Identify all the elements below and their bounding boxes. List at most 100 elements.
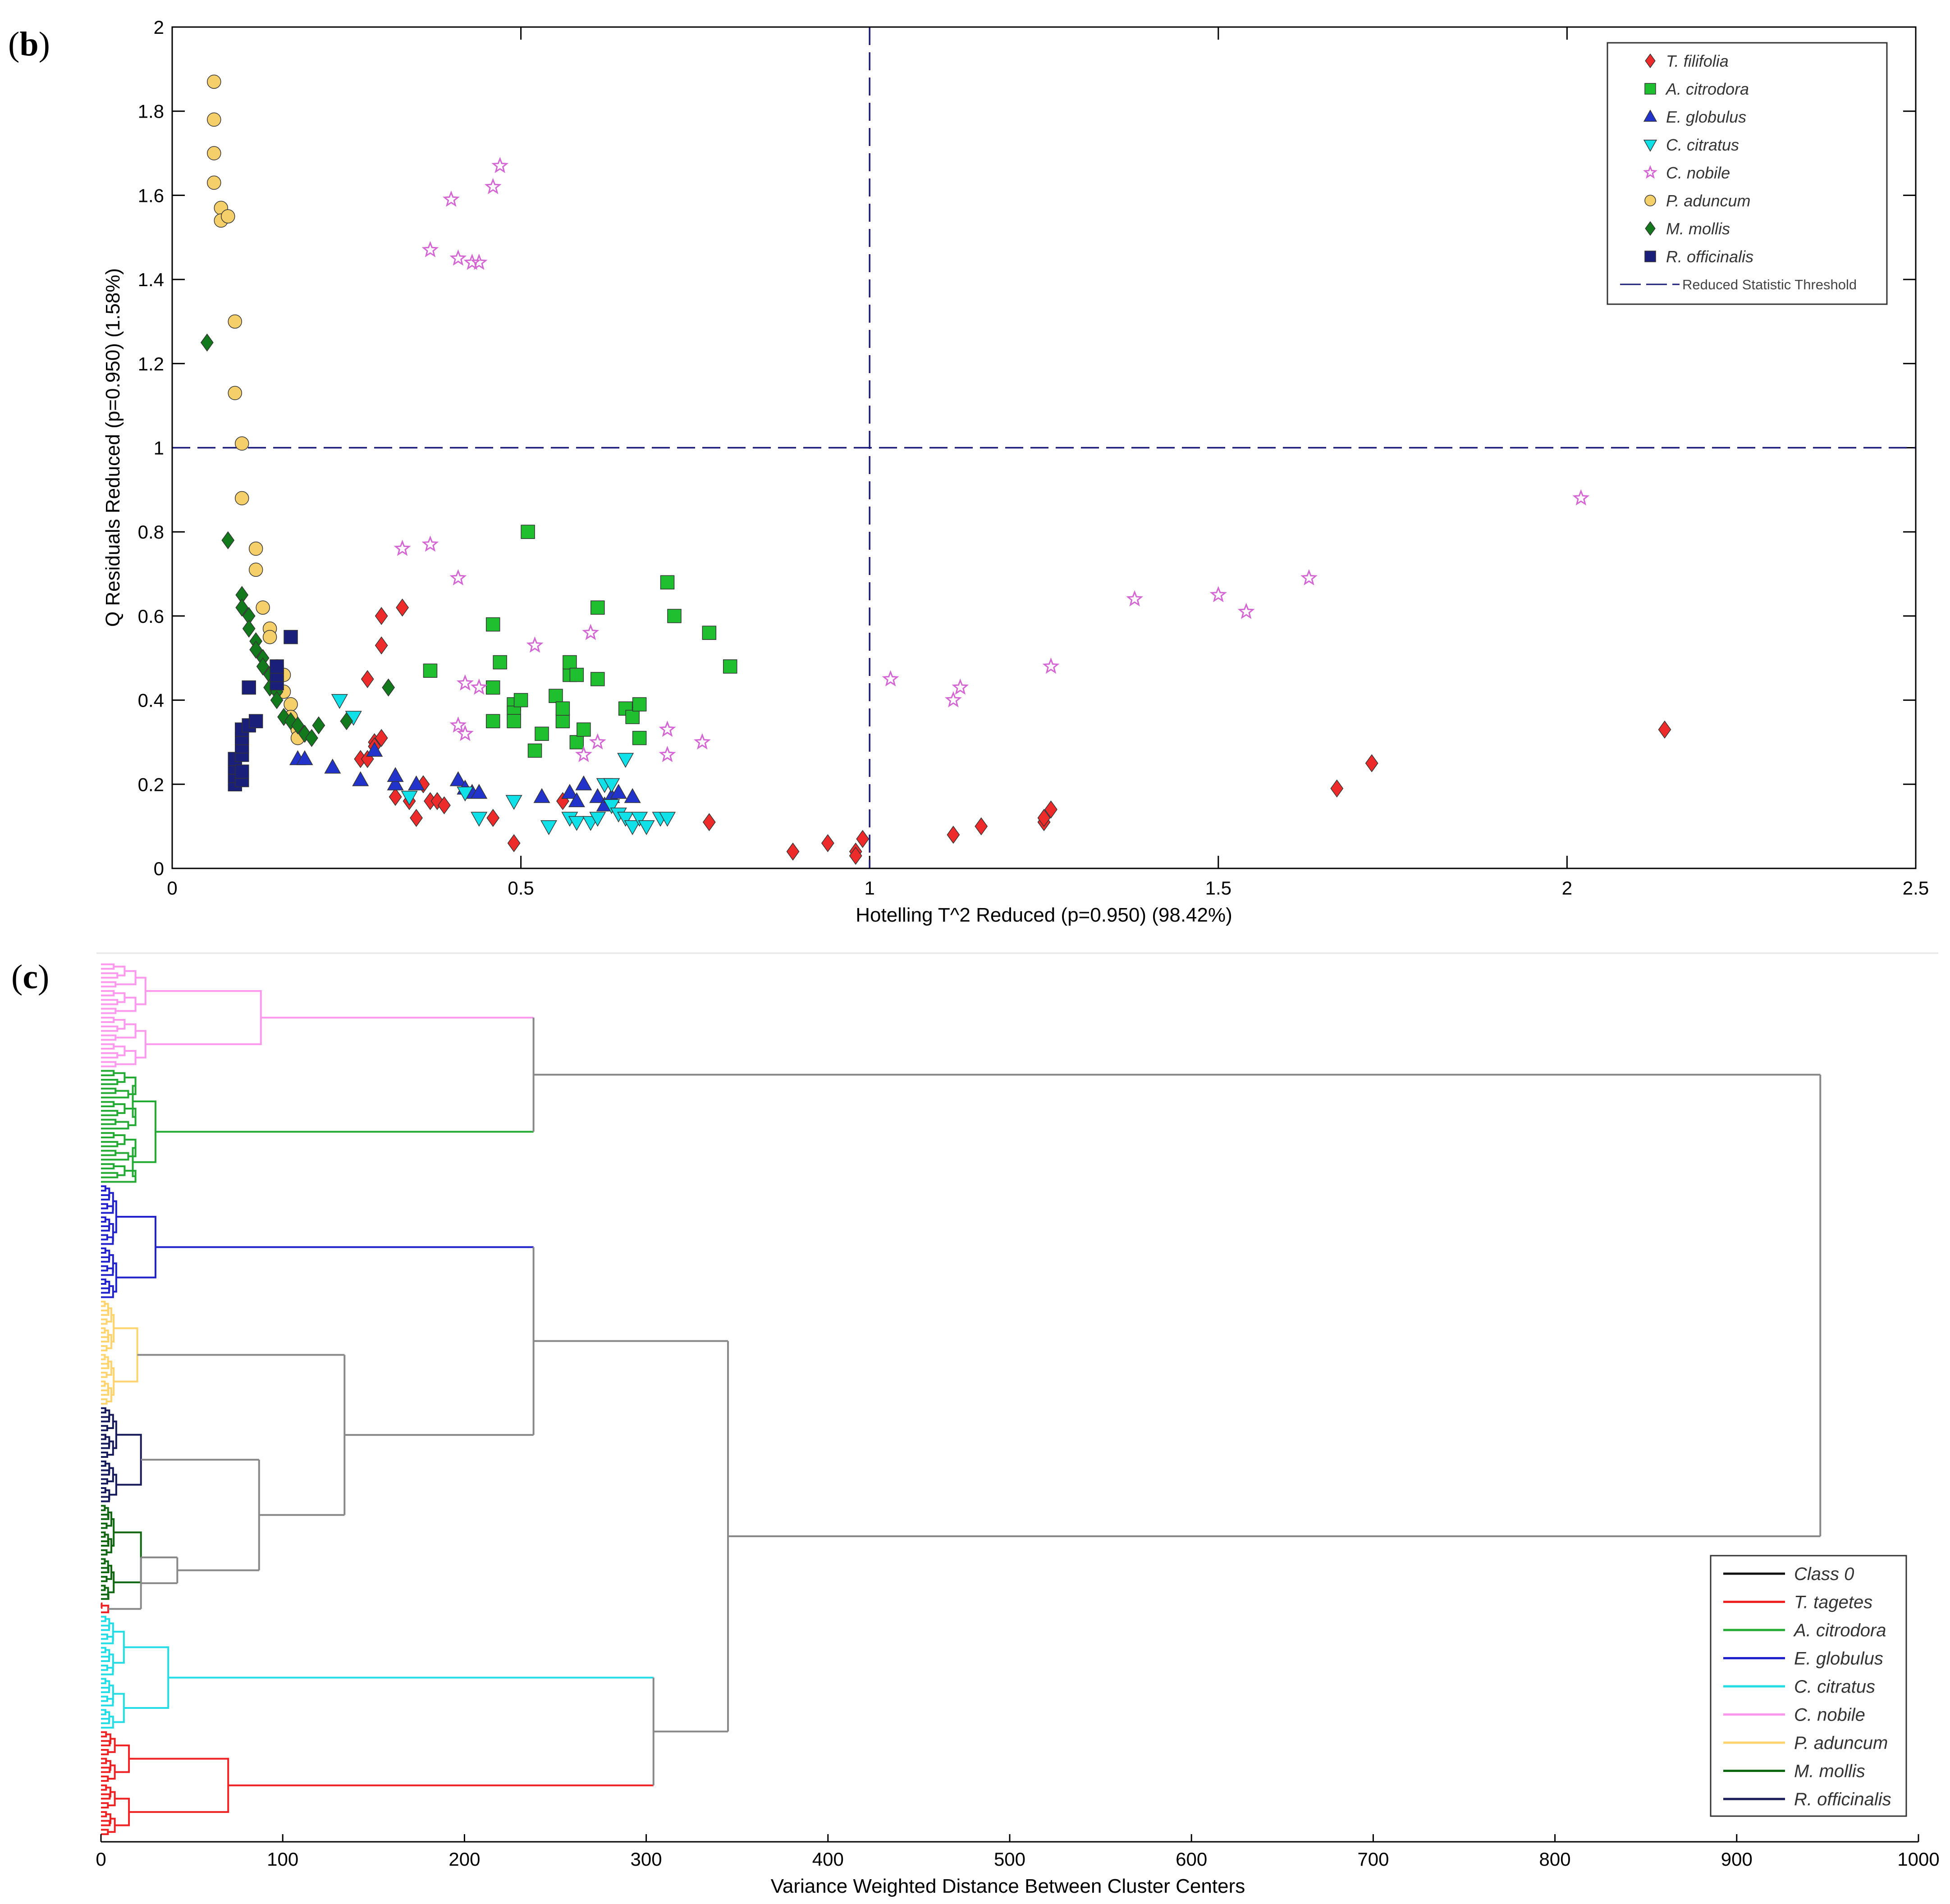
link	[114, 1531, 142, 1584]
link	[101, 1398, 108, 1405]
data-point	[407, 775, 425, 790]
data-point	[470, 678, 488, 695]
panel-label-c-close: )	[38, 958, 50, 996]
y-tick-label: 1.2	[138, 353, 164, 374]
data-point	[207, 112, 221, 127]
link	[145, 990, 262, 1046]
panel-label-b-letter: b	[19, 25, 39, 63]
y-tick-label: 0.8	[138, 521, 164, 543]
data-point	[401, 790, 418, 806]
series-a-citrodora	[423, 525, 737, 758]
link	[101, 1087, 117, 1094]
link	[101, 1478, 108, 1485]
data-point	[723, 659, 737, 674]
link	[115, 996, 137, 1012]
link	[114, 965, 126, 977]
link	[101, 1265, 108, 1272]
x-tick-label: 1.5	[1205, 877, 1231, 899]
data-point	[366, 742, 383, 757]
link	[107, 1440, 114, 1456]
data-point	[513, 693, 528, 708]
link	[101, 963, 115, 970]
link	[101, 1496, 110, 1502]
link	[109, 1223, 114, 1242]
data-point	[437, 796, 451, 815]
data-point	[617, 753, 634, 768]
data-point	[449, 249, 467, 266]
data-point	[589, 788, 606, 803]
link	[101, 1110, 119, 1116]
link	[101, 1236, 114, 1245]
data-point	[493, 655, 507, 670]
data-point	[340, 712, 353, 731]
link	[101, 1616, 106, 1622]
link	[109, 1653, 114, 1672]
data-point	[394, 539, 411, 556]
data-point	[568, 816, 585, 831]
data-point	[312, 716, 325, 735]
data-point	[944, 691, 962, 708]
link	[101, 1716, 114, 1729]
link	[105, 1489, 110, 1500]
cluster-t-tagetes	[101, 1602, 110, 1613]
data-point	[234, 764, 249, 779]
cluster-r-officinalis	[101, 1407, 142, 1502]
link	[106, 1307, 112, 1323]
link	[101, 1285, 114, 1298]
x-tick-label: 2	[1562, 877, 1572, 899]
link	[101, 1584, 106, 1591]
link	[101, 999, 119, 1005]
data-point	[603, 778, 620, 793]
x-tick-label: 0.5	[508, 877, 534, 899]
data-point	[442, 190, 460, 207]
link	[106, 1538, 112, 1553]
link	[101, 1163, 115, 1169]
data-point	[221, 531, 235, 549]
y-tick-label: 0.4	[138, 690, 164, 711]
series-e-globulus	[289, 742, 641, 812]
data-point	[952, 678, 969, 695]
data-point	[1237, 603, 1255, 619]
link	[101, 1152, 129, 1161]
data-point	[526, 636, 544, 653]
data-point	[1209, 586, 1227, 603]
link	[109, 1192, 114, 1211]
data-points	[200, 74, 1671, 865]
link	[101, 1647, 106, 1653]
link	[101, 1172, 119, 1178]
link	[105, 1219, 110, 1229]
data-point	[882, 670, 899, 687]
data-point	[603, 799, 620, 814]
link	[105, 1436, 110, 1447]
legend-label-c: E. globulus	[1794, 1649, 1883, 1669]
link	[101, 1371, 108, 1378]
cluster-t-tagetes	[101, 1731, 229, 1836]
link	[105, 1587, 109, 1598]
x-tick-label: 1	[865, 877, 875, 899]
data-point	[632, 731, 647, 745]
data-point	[631, 812, 648, 827]
link	[135, 977, 146, 1005]
legend-label: M. mollis	[1666, 219, 1730, 238]
link	[101, 1119, 117, 1125]
link	[107, 1414, 114, 1429]
legend-label-c: R. officinalis	[1794, 1790, 1891, 1809]
link	[101, 1169, 137, 1183]
x-tick-label-c: 700	[1357, 1849, 1389, 1870]
data-point	[324, 758, 341, 774]
data-point	[575, 775, 592, 790]
data-point	[786, 842, 800, 861]
link	[101, 1625, 110, 1631]
legend-marker	[1644, 83, 1656, 95]
data-point	[421, 535, 439, 552]
data-point	[449, 771, 467, 786]
data-point	[975, 817, 988, 836]
data-point	[667, 609, 682, 623]
link	[101, 1514, 110, 1520]
x-axis-label-c: Variance Weighted Distance Between Clust…	[771, 1875, 1245, 1897]
data-point	[1044, 800, 1057, 819]
legend-marker	[1643, 140, 1657, 152]
link	[108, 1791, 116, 1807]
x-tick-label-c: 1000	[1897, 1849, 1939, 1870]
data-point	[659, 812, 676, 827]
